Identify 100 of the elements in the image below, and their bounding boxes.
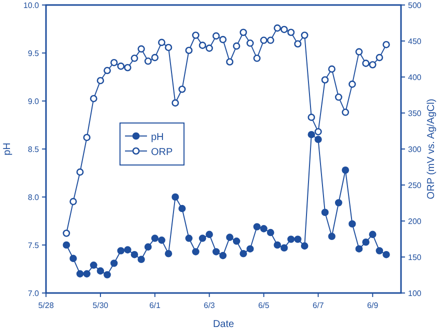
point <box>287 236 295 243</box>
point <box>314 136 322 144</box>
y-tick-label: 7.5 <box>28 241 40 250</box>
point <box>294 40 302 48</box>
point <box>232 238 240 245</box>
point <box>206 44 213 52</box>
point <box>104 66 111 74</box>
point <box>172 193 179 201</box>
point <box>124 64 132 72</box>
point <box>206 230 213 238</box>
point <box>266 36 274 44</box>
point <box>260 225 268 232</box>
point <box>83 134 90 142</box>
y2-tick-label: 200 <box>408 217 422 226</box>
x-tick-label: 6/5 <box>258 301 270 310</box>
point <box>342 108 350 116</box>
x-tick-label: 5/30 <box>92 301 109 310</box>
point <box>355 48 363 56</box>
point <box>300 242 308 250</box>
point <box>321 76 329 84</box>
y-tick-label: 9.5 <box>28 49 40 58</box>
point <box>144 243 152 251</box>
y2-tick-label: 500 <box>408 1 422 10</box>
point <box>192 248 200 256</box>
point <box>62 230 70 237</box>
point <box>96 267 104 275</box>
point <box>348 80 356 88</box>
point <box>226 234 234 241</box>
point <box>212 32 220 40</box>
point <box>294 236 302 243</box>
point <box>334 94 342 101</box>
point <box>62 241 70 249</box>
point <box>219 252 227 260</box>
point <box>382 40 390 48</box>
point <box>198 234 206 242</box>
point <box>90 94 98 102</box>
x-tick-label: 6/9 <box>367 301 379 310</box>
point <box>117 247 125 254</box>
point <box>76 168 84 176</box>
legend-label: ORP <box>151 147 173 158</box>
y-tick-label: 10.0 <box>23 1 40 10</box>
point <box>110 58 118 66</box>
point <box>172 99 179 107</box>
point <box>104 271 111 278</box>
legend-label: pH <box>151 132 164 143</box>
point <box>253 54 261 62</box>
y-tick-label: 7.0 <box>28 289 40 298</box>
point <box>260 36 268 44</box>
point <box>151 234 159 242</box>
point <box>76 270 84 278</box>
point <box>280 26 288 34</box>
point <box>266 228 274 236</box>
x-tick-label: 6/7 <box>312 301 324 310</box>
y2-tick-label: 150 <box>408 253 422 262</box>
point <box>334 199 342 206</box>
point <box>342 166 350 174</box>
point <box>382 250 390 258</box>
y2-tick-label: 300 <box>408 145 422 154</box>
point <box>70 198 77 206</box>
point <box>308 114 316 121</box>
point <box>240 250 247 258</box>
point <box>328 232 336 240</box>
point <box>226 58 234 66</box>
point <box>96 76 104 84</box>
point <box>219 36 227 44</box>
point <box>158 236 166 244</box>
y2-tick-label: 350 <box>408 109 422 118</box>
point <box>362 60 370 67</box>
x-tick-label: 6/1 <box>149 301 161 310</box>
point <box>368 230 376 238</box>
point <box>355 245 363 252</box>
y2-tick-label: 400 <box>408 73 422 82</box>
point <box>368 61 376 68</box>
point <box>253 223 261 230</box>
point <box>151 54 159 62</box>
point <box>308 130 316 138</box>
y2-tick-label: 450 <box>408 37 422 46</box>
point <box>348 220 356 228</box>
point <box>164 250 172 258</box>
point <box>314 128 322 136</box>
point <box>287 28 295 36</box>
y-tick-label: 9.0 <box>28 97 40 106</box>
point <box>130 250 138 258</box>
point <box>274 24 282 32</box>
point <box>124 246 132 254</box>
point <box>246 245 254 252</box>
point <box>164 44 172 52</box>
point <box>300 32 308 39</box>
point <box>117 62 125 70</box>
y-tick-label: 8.5 <box>28 145 40 154</box>
point <box>110 260 118 267</box>
point <box>376 247 384 254</box>
point <box>280 244 288 252</box>
point <box>130 54 138 62</box>
point <box>246 40 254 47</box>
point <box>185 46 193 54</box>
x-tick-label: 6/3 <box>204 301 216 310</box>
point <box>198 42 206 49</box>
y-axis-title: pH <box>2 142 13 156</box>
point <box>90 262 98 269</box>
